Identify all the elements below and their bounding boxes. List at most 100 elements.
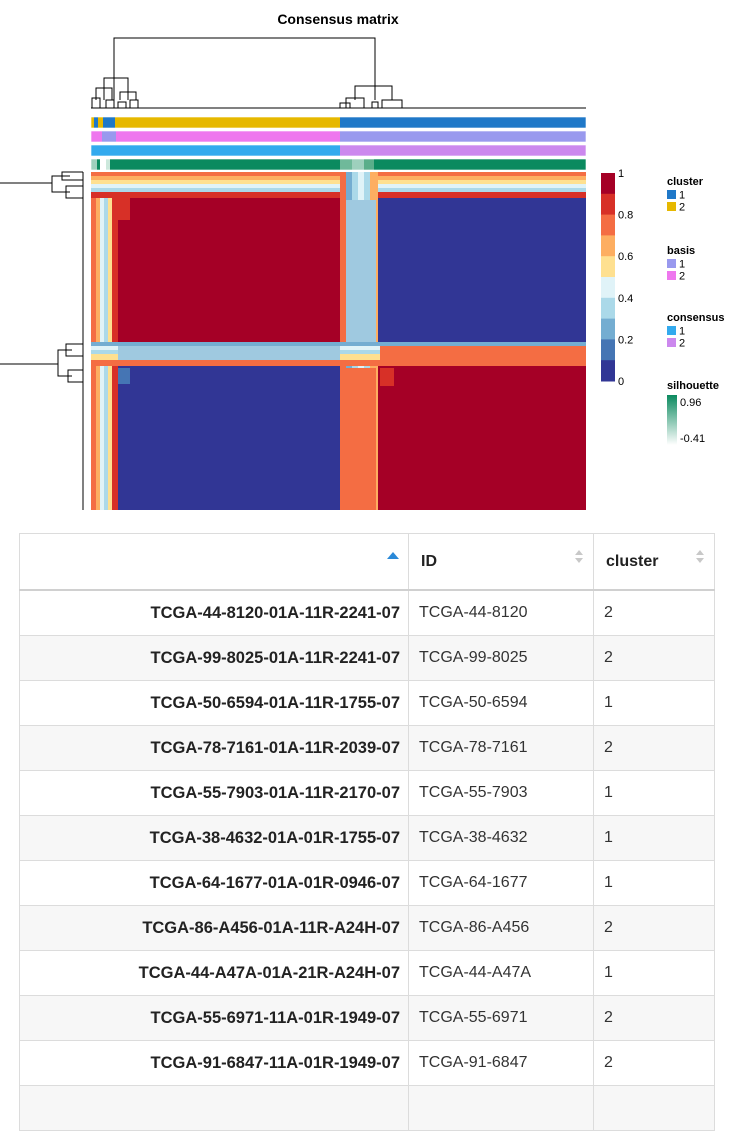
- colorbar-segment: [601, 297, 615, 320]
- table-row: TCGA-91-6847-11A-01R-1949-07 TCGA-91-6847…: [19, 1040, 715, 1086]
- row-name: TCGA-55-7903-01A-11R-2170-07: [19, 770, 409, 816]
- sort-icon: [574, 548, 584, 566]
- heatmap-stripe: [91, 360, 586, 366]
- dendrogram-branch: [61, 176, 83, 181]
- column-header-id[interactable]: ID: [408, 533, 594, 591]
- heatmap-stripe: [91, 188, 586, 192]
- table-row: TCGA-64-1677-01A-01R-0946-07 TCGA-64-1677…: [19, 860, 715, 906]
- table-row: TCGA-55-7903-01A-11R-2170-07 TCGA-55-7903…: [19, 770, 715, 816]
- cluster-cell: 1: [593, 680, 715, 726]
- track-silhouette: [100, 159, 106, 170]
- dendrogram-branch: [381, 99, 403, 108]
- dendrogram-branch: [339, 102, 351, 108]
- track-silhouette: [340, 159, 352, 170]
- cluster-cell: 2: [593, 905, 715, 951]
- sort-icon: [695, 548, 705, 566]
- id-cell: TCGA-86-A456: [408, 905, 594, 951]
- id-cell: TCGA-55-6971: [408, 995, 594, 1041]
- dendrogram-branch: [61, 171, 83, 176]
- legend-swatch: [667, 338, 676, 347]
- table-row: TCGA-78-7161-01A-11R-2039-07 TCGA-78-7161…: [19, 725, 715, 771]
- colorbar-tick-label: 0.4: [618, 293, 633, 305]
- heatmap-stripe: [91, 172, 586, 176]
- colorbar-tick-label: 0.6: [618, 251, 633, 263]
- legend-swatch: [667, 190, 676, 199]
- legend-title: consensus: [667, 312, 724, 324]
- track-basis: [102, 131, 116, 142]
- row-name: TCGA-55-6971-11A-01R-1949-07: [19, 995, 409, 1041]
- track-cluster: [340, 117, 586, 128]
- cluster-cell: 1: [593, 770, 715, 816]
- track-silhouette: [364, 159, 374, 170]
- heatmap-band: [118, 346, 340, 360]
- dendrogram-branch: [57, 364, 72, 377]
- id-cell: TCGA-44-A47A: [408, 950, 594, 996]
- heatmap-stripe: [91, 184, 586, 188]
- heatmap-step: [380, 368, 394, 386]
- cluster-cell: 2: [593, 725, 715, 771]
- colorbar-legend: 1 0.8 0.6 0.4 0.2 0: [601, 168, 633, 388]
- dendrogram-branch: [371, 101, 379, 108]
- colorbar-tick-label: 0.8: [618, 210, 633, 222]
- heatmap-stripe: [91, 176, 586, 180]
- row-name: TCGA-78-7161-01A-11R-2039-07: [19, 725, 409, 771]
- id-cell: TCGA-55-7903: [408, 770, 594, 816]
- annotation-tracks: [90, 116, 587, 171]
- dendrogram-branch: [91, 97, 101, 108]
- row-name: TCGA-64-1677-01A-01R-0946-07: [19, 860, 409, 906]
- legend-title: cluster: [667, 176, 704, 188]
- table-row: TCGA-44-A47A-01A-21R-A24H-07 TCGA-44-A47A…: [19, 950, 715, 996]
- track-cluster: [91, 117, 340, 128]
- legend-label: 1: [679, 190, 685, 202]
- legend-title: basis: [667, 245, 695, 257]
- heatmap-band: [346, 200, 376, 342]
- colorbar-segment: [601, 360, 615, 382]
- heatmap-band: [346, 368, 376, 510]
- row-name: TCGA-44-A47A-01A-21R-A24H-07: [19, 950, 409, 996]
- sort-ascending-icon: [387, 552, 399, 559]
- legend-label: 2: [679, 202, 685, 214]
- track-silhouette: [91, 159, 586, 170]
- legend-swatch: [667, 259, 676, 268]
- track-silhouette: [91, 159, 97, 170]
- colorbar-segment: [601, 173, 615, 195]
- results-table-container: ID cluster TCGA-44-8120-01A-11R-2241-07 T…: [0, 533, 752, 1141]
- colorbar-segment: [601, 214, 615, 236]
- track-silhouette: [106, 159, 110, 170]
- track-consensus: [340, 145, 586, 156]
- heatmap-block: [380, 368, 586, 510]
- dendrogram-branch: [105, 99, 115, 108]
- row-name: [19, 1085, 409, 1131]
- colorbar-segment: [601, 277, 615, 299]
- column-header-label: cluster: [606, 553, 659, 570]
- colorbar-segment: [601, 339, 615, 361]
- id-cell: TCGA-64-1677: [408, 860, 594, 906]
- dendrogram-branch: [103, 77, 129, 100]
- cluster-cell: 2: [593, 995, 715, 1041]
- heatmap-step: [118, 198, 130, 220]
- cluster-cell: 2: [593, 635, 715, 681]
- column-header-rowname[interactable]: [19, 533, 409, 591]
- left-dendrogram: [0, 171, 84, 510]
- heatmap-stripe: [91, 172, 96, 510]
- row-name: TCGA-99-8025-01A-11R-2241-07: [19, 635, 409, 681]
- silhouette-high-label: 0.96: [680, 397, 701, 409]
- dendrogram-branch: [95, 87, 113, 100]
- row-name: TCGA-86-A456-01A-11R-A24H-07: [19, 905, 409, 951]
- row-name: TCGA-44-8120-01A-11R-2241-07: [19, 589, 409, 636]
- track-cluster: [94, 117, 98, 128]
- dendrogram-branch: [65, 350, 83, 357]
- table-row: [19, 1085, 715, 1131]
- colorbar-segment: [601, 318, 615, 340]
- dendrogram-branch: [129, 99, 139, 108]
- track-silhouette: [352, 159, 364, 170]
- id-cell: TCGA-38-4632: [408, 815, 594, 861]
- heatmap-stripe: [108, 172, 112, 510]
- heatmap-stripe: [91, 342, 586, 346]
- dendrogram-branch: [117, 101, 127, 108]
- consensus-heatmap: [91, 172, 586, 510]
- column-header-cluster[interactable]: cluster: [593, 533, 715, 591]
- dendrogram-branch: [113, 37, 376, 100]
- cluster-cell: [593, 1085, 715, 1131]
- silhouette-gradient: [667, 395, 677, 445]
